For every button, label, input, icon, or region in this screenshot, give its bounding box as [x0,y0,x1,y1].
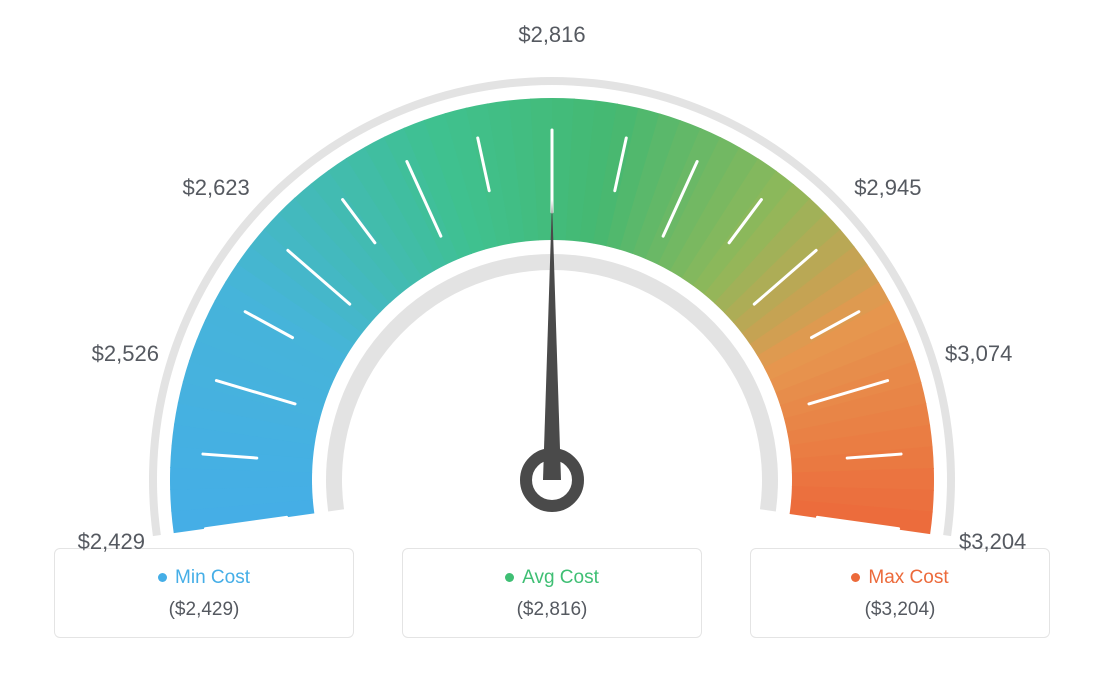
legend-value-max: ($3,204) [751,599,1049,621]
dot-max [851,573,860,582]
legend-card-avg: Avg Cost ($2,816) [402,548,702,638]
legend-title-avg: Avg Cost [403,567,701,589]
legend-title-max-text: Max Cost [868,567,948,588]
legend-row: Min Cost ($2,429) Avg Cost ($2,816) Max … [0,548,1104,638]
tick-label-1: $2,526 [92,341,159,367]
tick-label-4: $2,945 [854,175,921,201]
tick-label-6: $3,204 [959,529,1026,555]
tick-label-5: $3,074 [945,341,1012,367]
legend-card-min: Min Cost ($2,429) [54,548,354,638]
needle [543,200,561,480]
legend-title-avg-text: Avg Cost [522,567,599,588]
gauge-chart: $2,429$2,526$2,623$2,816$2,945$3,074$3,2… [0,0,1104,540]
legend-card-max: Max Cost ($3,204) [750,548,1050,638]
tick-label-0: $2,429 [78,529,145,555]
legend-title-min-text: Min Cost [175,567,250,588]
dot-min [158,573,167,582]
legend-title-min: Min Cost [55,567,353,589]
tick-label-2: $2,623 [182,175,249,201]
legend-value-avg: ($2,816) [403,599,701,621]
tick-label-3: $2,816 [518,22,585,48]
legend-value-min: ($2,429) [55,599,353,621]
dot-avg [505,573,514,582]
gauge-svg [0,0,1104,540]
legend-title-max: Max Cost [751,567,1049,589]
